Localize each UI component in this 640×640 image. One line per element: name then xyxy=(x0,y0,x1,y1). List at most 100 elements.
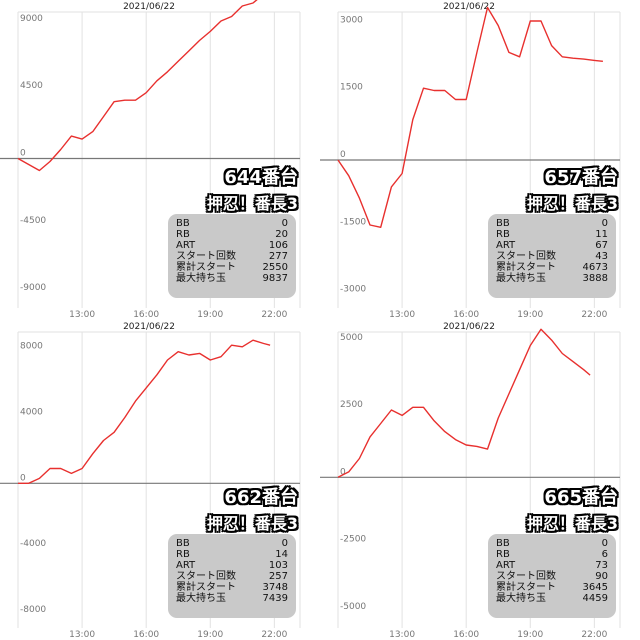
stat-label: スタート回数 xyxy=(176,571,236,582)
stat-label: RB xyxy=(496,229,510,240)
stat-value: 43 xyxy=(595,251,608,262)
stat-label: ART xyxy=(496,240,516,251)
stat-value: 14 xyxy=(275,549,288,560)
stat-row: 最大持ち玉 4459 xyxy=(496,593,608,604)
stat-value: 3888 xyxy=(582,273,608,284)
stat-value: 0 xyxy=(601,218,608,229)
stat-row: ART 73 xyxy=(496,560,608,571)
stat-row: 最大持ち玉 3888 xyxy=(496,273,608,284)
chart-svg-657: 13:00 16:00 19:00 22:00 3000 1500 0 -1500 -3000 2… xyxy=(320,2,621,320)
stat-row: RB 6 xyxy=(496,549,608,560)
stat-label: BB xyxy=(496,218,510,229)
x-tick-label: 13:00 xyxy=(69,310,95,320)
x-tick-label: 16:00 xyxy=(133,310,159,320)
stats-box: BB 0 RB 11 ART 67 スタート回数 43 累計スタート 4673 最大持ち玉 3888 xyxy=(488,214,616,298)
stat-value: 73 xyxy=(595,560,608,571)
stat-label: 最大持ち玉 xyxy=(176,593,226,604)
stat-label: スタート回数 xyxy=(176,251,236,262)
stats-box: BB 0 RB 6 ART 73 スタート回数 90 累計スタート 3645 最大持ち玉 4459 xyxy=(488,534,616,618)
stat-value: 4673 xyxy=(582,262,608,273)
stat-value: 0 xyxy=(281,218,288,229)
stat-value: 9837 xyxy=(262,273,288,284)
stat-row: 累計スタート 3645 xyxy=(496,582,608,593)
stat-row: 累計スタート 4673 xyxy=(496,262,608,273)
series-line xyxy=(17,0,258,172)
stat-label: 最大持ち玉 xyxy=(496,273,546,284)
stat-row: BB 0 xyxy=(176,218,288,229)
stat-row: 累計スタート 2550 xyxy=(176,262,288,273)
y-tick-label: -4500 xyxy=(20,216,46,226)
y-tick-label: -4000 xyxy=(20,539,46,549)
y-tick-label: 0 xyxy=(20,149,26,159)
stat-value: 20 xyxy=(275,229,288,240)
stat-row: RB 14 xyxy=(176,549,288,560)
x-tick-label: 22:00 xyxy=(261,310,287,320)
chart-svg-644: 13:00 16:00 19:00 22:00 9000 4500 0 -4500 -9000 2… xyxy=(0,0,301,320)
stat-value: 277 xyxy=(268,251,288,262)
stats-box: BB 0 RB 20 ART 106 スタート回数 277 累計スタート 2550 最大持ち玉 983… xyxy=(168,214,296,298)
stat-row: BB 0 xyxy=(176,538,288,549)
stat-label: RB xyxy=(496,549,510,560)
stat-value: 106 xyxy=(268,240,288,251)
stat-value: 4459 xyxy=(582,593,608,604)
y-tick-label: 1500 xyxy=(340,83,363,93)
chart-date-title: 2021/06/22 xyxy=(443,2,495,12)
stat-value: 103 xyxy=(268,560,288,571)
stat-label: 累計スタート xyxy=(496,262,556,273)
y-tick-label: 0 xyxy=(340,150,346,160)
y-tick-label: 0 xyxy=(340,467,346,477)
chart-date-title: 2021/06/22 xyxy=(443,322,495,332)
y-tick-label: 0 xyxy=(20,473,26,483)
y-tick-label: 4500 xyxy=(20,81,43,91)
stat-row: 最大持ち玉 7439 xyxy=(176,593,288,604)
y-tick-label: -5000 xyxy=(340,602,366,612)
machine-number: 665番台 xyxy=(544,487,618,508)
machine-name: 押忍！番長3 xyxy=(206,194,298,213)
stat-value: 3748 xyxy=(262,582,288,593)
stat-label: ART xyxy=(176,560,196,571)
chart-panel-665: 13:00 16:00 19:00 22:00 5000 2500 0 -2500 -5000 2… xyxy=(320,320,640,640)
x-tick-label: 19:00 xyxy=(517,630,543,640)
stat-value: 7439 xyxy=(262,593,288,604)
y-tick-label: 3000 xyxy=(340,15,363,25)
stat-label: BB xyxy=(176,538,190,549)
stat-label: 累計スタート xyxy=(496,582,556,593)
stat-label: BB xyxy=(176,218,190,229)
y-tick-label: 8000 xyxy=(20,342,43,352)
stat-value: 6 xyxy=(601,549,608,560)
chart-date-title: 2021/06/22 xyxy=(123,2,175,12)
stat-value: 11 xyxy=(595,229,608,240)
x-tick-label: 13:00 xyxy=(389,310,415,320)
chart-date-title: 2021/06/22 xyxy=(123,322,175,332)
stat-row: スタート回数 43 xyxy=(496,251,608,262)
chart-panel-644: 13:00 16:00 19:00 22:00 9000 4500 0 -4500 -9000 2… xyxy=(0,0,320,320)
chart-panel-662: 13:00 16:00 19:00 22:00 8000 4000 0 -4000 -8000 2… xyxy=(0,320,320,640)
stat-row: スタート回数 90 xyxy=(496,571,608,582)
x-tick-label: 16:00 xyxy=(133,630,159,640)
stat-value: 2550 xyxy=(262,262,288,273)
y-tick-label: 4000 xyxy=(20,408,43,418)
x-tick-label: 16:00 xyxy=(453,310,479,320)
machine-name: 押忍！番長3 xyxy=(526,514,618,533)
machine-name: 押忍！番長3 xyxy=(206,514,298,533)
series-line xyxy=(18,339,271,485)
stat-label: 最大持ち玉 xyxy=(496,593,546,604)
stat-label: 累計スタート xyxy=(176,582,236,593)
series-line xyxy=(337,6,603,229)
x-tick-label: 19:00 xyxy=(517,310,543,320)
stat-label: ART xyxy=(496,560,516,571)
y-tick-label: 5000 xyxy=(340,333,363,343)
x-tick-label: 13:00 xyxy=(389,630,415,640)
y-tick-label: -9000 xyxy=(20,283,46,293)
stat-row: RB 20 xyxy=(176,229,288,240)
x-tick-label: 16:00 xyxy=(453,630,479,640)
x-tick-label: 13:00 xyxy=(69,630,95,640)
machine-number: 644番台 xyxy=(224,167,298,188)
stat-value: 3645 xyxy=(582,582,608,593)
stat-label: RB xyxy=(176,549,190,560)
x-tick-label: 19:00 xyxy=(197,310,223,320)
x-tick-label: 22:00 xyxy=(261,630,287,640)
y-tick-label: -3000 xyxy=(340,285,366,295)
stat-row: ART 106 xyxy=(176,240,288,251)
stat-value: 0 xyxy=(281,538,288,549)
